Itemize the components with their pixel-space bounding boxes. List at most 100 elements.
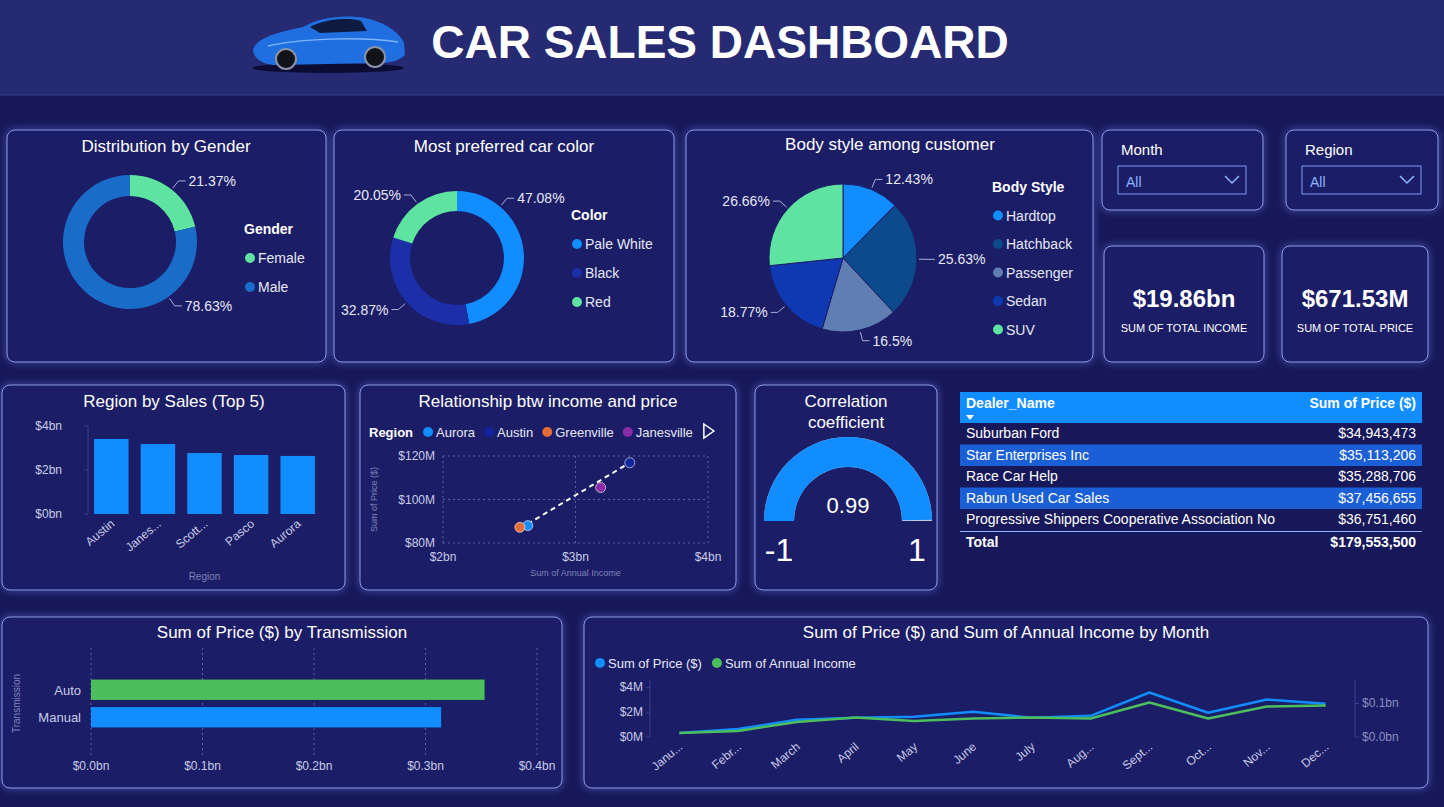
tick-label: $0.3bn (407, 759, 444, 773)
table: Dealer_NameSum of Price ($)Suburban Ford… (960, 392, 1422, 550)
leader-line (919, 259, 935, 260)
legend-marker (712, 658, 722, 668)
grid-line (202, 648, 203, 755)
dropdown[interactable] (1118, 166, 1246, 194)
slicer: MonthAll (1118, 141, 1246, 194)
legend-label: Passenger (1006, 265, 1073, 281)
tick-label: Janes... (123, 517, 164, 555)
tick-label: $120M (398, 449, 435, 463)
x-axis: AustinJanes... Scott... Pasco Aurora (83, 516, 304, 554)
slice (390, 237, 469, 325)
panel-glow (755, 385, 937, 590)
tick-mark (84, 470, 88, 471)
tick-label: June (950, 739, 979, 767)
leader-line (501, 198, 514, 205)
tick-label: $0.1bn (1362, 696, 1399, 710)
panel (584, 617, 1428, 788)
gauge-track (764, 437, 932, 521)
axis-title: Transmission (11, 674, 22, 733)
legend-marker (993, 268, 1003, 278)
bar-chart: Sum of Price ($) by Transmission$0.0bn$0… (11, 623, 555, 773)
tick-label: $100M (398, 493, 435, 507)
row-band (960, 488, 1422, 510)
grid-line (443, 456, 708, 457)
tick-label: $0.0bn (1362, 730, 1399, 744)
tick-label: $0bn (35, 507, 62, 521)
panel (2, 385, 345, 590)
legend-label: Pale White (585, 236, 653, 252)
grid-line (91, 648, 92, 755)
legend-scroll[interactable] (704, 424, 714, 438)
y-axis: AutoManual (38, 683, 81, 726)
tick-label: Austin (83, 517, 118, 549)
grid-line (443, 543, 708, 544)
tick-label: $2bn (430, 550, 457, 564)
legend-label: Male (258, 279, 289, 295)
tick-label: $0.2bn (296, 759, 333, 773)
chart-title: Distribution by Gender (81, 137, 250, 156)
dropdown[interactable] (1302, 166, 1421, 194)
car-image (252, 16, 405, 73)
tick-label: Oct... (1183, 740, 1214, 769)
grid-line (425, 648, 426, 755)
tick-label: $4M (620, 680, 643, 694)
tick-label: $4bn (35, 419, 62, 433)
gauge-max: 1 (908, 532, 926, 568)
tick-label: $80M (405, 536, 435, 550)
slice (130, 175, 195, 232)
data-label: 47.08% (517, 190, 564, 206)
tick-label: Aurora (267, 516, 304, 550)
panel (7, 130, 326, 362)
cell: Progressive Shippers Cooperative Associa… (966, 511, 1275, 527)
card-label: SUM OF TOTAL INCOME (1121, 322, 1248, 334)
point (596, 483, 606, 493)
slicer: RegionAll (1302, 141, 1421, 194)
data-label: 16.5% (873, 333, 913, 349)
panel (1102, 130, 1263, 210)
cell: $34,943,473 (1338, 425, 1416, 441)
gauge: Correlationcoefficient0.99-11 (764, 392, 932, 568)
tick-label: Nov... (1240, 740, 1272, 770)
tick-label: Pasco (222, 516, 257, 548)
slice (393, 191, 457, 244)
axes: $2bn$3bn$4bn$80M$100M$120M (398, 449, 721, 564)
legend-marker (623, 427, 633, 437)
panel (360, 385, 736, 590)
panel (1104, 246, 1264, 362)
panel (1282, 246, 1428, 362)
legend-label: Austin (497, 425, 533, 440)
tick-label: Dec... (1299, 740, 1332, 771)
bars (91, 680, 485, 728)
panel-glow (1286, 130, 1438, 210)
grid-line (537, 648, 538, 755)
panel-glow (334, 130, 674, 362)
leader-line (860, 332, 869, 341)
pie-chart: Most preferred car color47.08%32.87%20.0… (341, 137, 653, 325)
marks (515, 458, 635, 533)
cell: $35,288,706 (1338, 468, 1416, 484)
y-axis: $0bn$2bn$4bn (35, 419, 88, 521)
tick-label: Scott... (173, 517, 211, 552)
legend-label: Hardtop (1006, 208, 1056, 224)
leader-line (404, 195, 416, 202)
tick-label: Febr... (709, 740, 744, 773)
car-wheel (276, 49, 296, 69)
tick-mark (646, 687, 650, 688)
legend-label: Black (585, 265, 620, 281)
x-axis: $0.0bn$0.1bn$0.2bn$0.3bn$0.4bn (73, 648, 556, 773)
panel-glow (2, 617, 562, 788)
car-highlight (268, 39, 398, 46)
card-value: $671.53M (1302, 285, 1409, 312)
tick-label: $0.0bn (73, 759, 110, 773)
tick-mark (84, 514, 88, 515)
slice (769, 184, 843, 266)
data-labels: 12.43%25.63%16.5%18.77%26.66% (720, 171, 985, 348)
data-label: 26.66% (722, 193, 769, 209)
axis-title: Sum of Price ($) (369, 467, 379, 532)
kpi-card: $19.86bnSUM OF TOTAL INCOME (1121, 285, 1248, 334)
column-header: Sum of Price ($) (1309, 395, 1416, 411)
chart-title: Relationship btw income and price (419, 392, 678, 411)
chart-title: Sum of Price ($) and Sum of Annual Incom… (803, 623, 1209, 642)
data-label: 21.37% (189, 173, 236, 189)
legend-marker (245, 253, 255, 263)
